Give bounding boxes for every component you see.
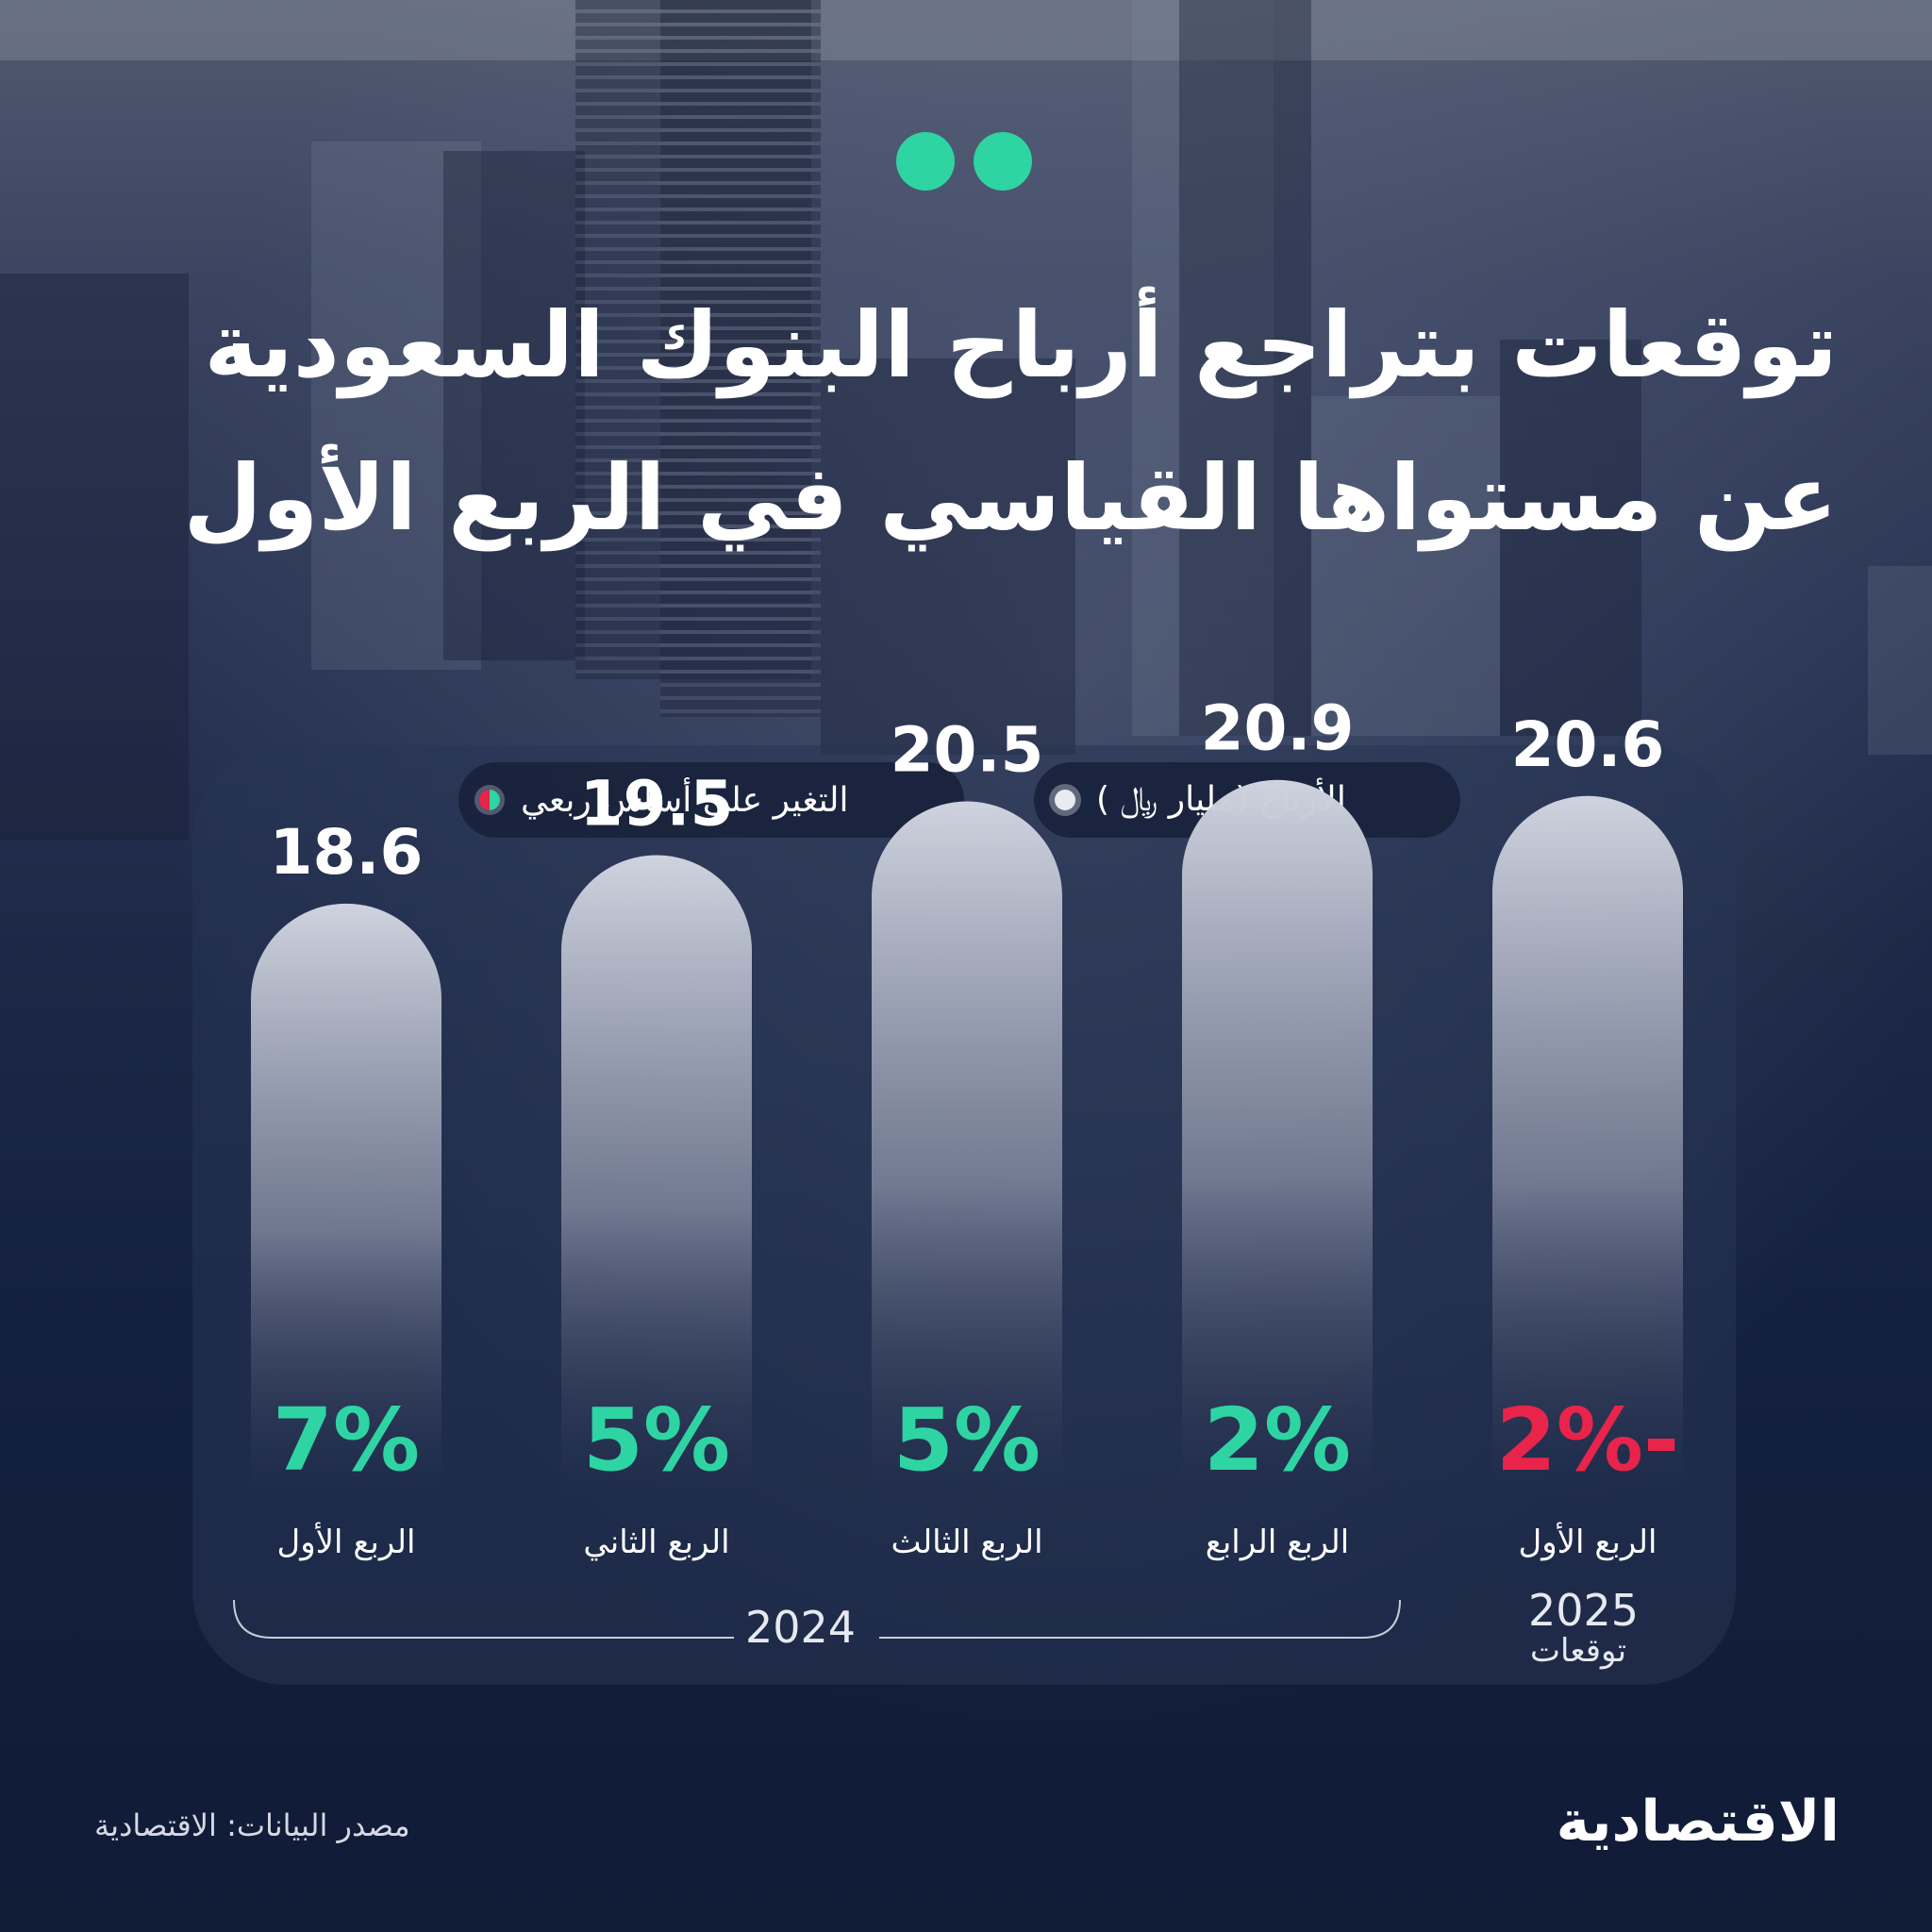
profits-legend-dot-icon xyxy=(1055,790,1075,810)
category-label-5: الربع الأول xyxy=(277,1522,416,1561)
data-source: مصدر البيانات: الاقتصادية xyxy=(94,1807,410,1843)
title-line-1: توقعات بتراجع أرباح البنوك السعودية xyxy=(204,292,1838,398)
legend-change: التغير على أساس ربعي xyxy=(458,762,964,838)
category-label-4: الربع الثاني xyxy=(583,1524,729,1561)
category-label-2: الربع الرابع xyxy=(1206,1524,1350,1561)
bar-1 xyxy=(1492,795,1683,1500)
value-label-4: 19.5 xyxy=(580,768,734,841)
change-label-4: 5% xyxy=(583,1390,730,1491)
year-2025-label: 2025 xyxy=(1528,1585,1640,1636)
value-label-3: 20.5 xyxy=(891,714,1044,787)
year-2024-label: 2024 xyxy=(745,1602,857,1653)
top-bar xyxy=(0,0,1932,60)
category-label-1: الربع الأول xyxy=(1519,1522,1657,1561)
category-label-3: الربع الثالث xyxy=(891,1524,1042,1561)
value-label-1: 20.6 xyxy=(1511,708,1665,781)
page-title: توقعات بتراجع أرباح البنوك السعودية عن م… xyxy=(83,269,1838,575)
bar-4 xyxy=(561,855,752,1500)
title-line-2: عن مستواها القياسي في الربع الأول xyxy=(183,445,1838,551)
value-label-2: 20.9 xyxy=(1201,692,1355,765)
change-label-3: 5% xyxy=(893,1390,1041,1491)
change-label-1: -2% xyxy=(1496,1390,1679,1491)
decorative-dots-icon xyxy=(896,132,1033,191)
year-2024-bracket xyxy=(233,1599,1401,1639)
legend-change-label: التغير على أساس ربعي xyxy=(521,780,849,820)
bar-3 xyxy=(872,801,1062,1500)
bar-5 xyxy=(251,903,441,1500)
change-label-5: 7% xyxy=(273,1390,420,1491)
forecast-label: توقعات xyxy=(1530,1632,1627,1670)
value-label-5: 18.6 xyxy=(270,816,424,889)
change-legend-dot-icon xyxy=(479,790,500,810)
bar-2 xyxy=(1182,779,1373,1500)
publisher-logo: الاقتصادية xyxy=(1556,1789,1840,1855)
change-label-2: 2% xyxy=(1204,1390,1351,1491)
